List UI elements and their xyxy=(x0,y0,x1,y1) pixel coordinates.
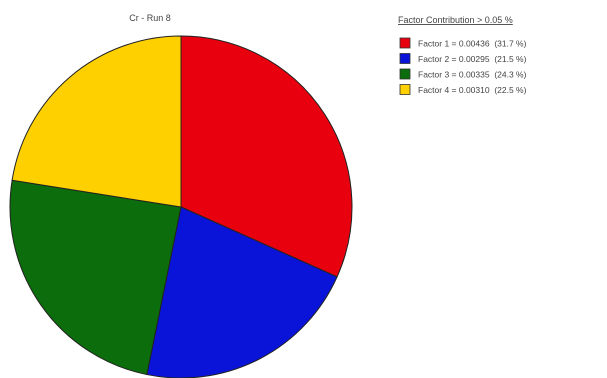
pie-slice-factor-1 xyxy=(180,35,353,278)
legend-label-factor-2: Factor 2 = 0.00295 (21.5 %) xyxy=(418,54,527,64)
legend-label-factor-1: Factor 1 = 0.00436 (31.7 %) xyxy=(418,39,527,49)
legend-label-factor-4: Factor 4 = 0.00310 (22.5 %) xyxy=(418,85,527,95)
legend-swatch-factor-1 xyxy=(399,37,411,49)
pie-slices xyxy=(9,35,353,378)
legend-swatch-factor-4 xyxy=(399,84,411,95)
chart-title: Cr - Run 8 xyxy=(129,13,171,23)
legend-swatch-factor-3 xyxy=(399,68,411,80)
pie-slice-factor-3 xyxy=(9,179,182,376)
legend: Factor 1 = 0.00436 (31.7 %) Factor 2 = 0.… xyxy=(399,37,527,95)
legend-label-factor-3: Factor 3 = 0.00335 (24.3 %) xyxy=(418,70,527,80)
pie-slice-factor-4 xyxy=(11,35,182,208)
legend-title: Factor Contribution > 0.05 % xyxy=(398,15,513,25)
legend-swatch-factor-2 xyxy=(399,53,411,64)
